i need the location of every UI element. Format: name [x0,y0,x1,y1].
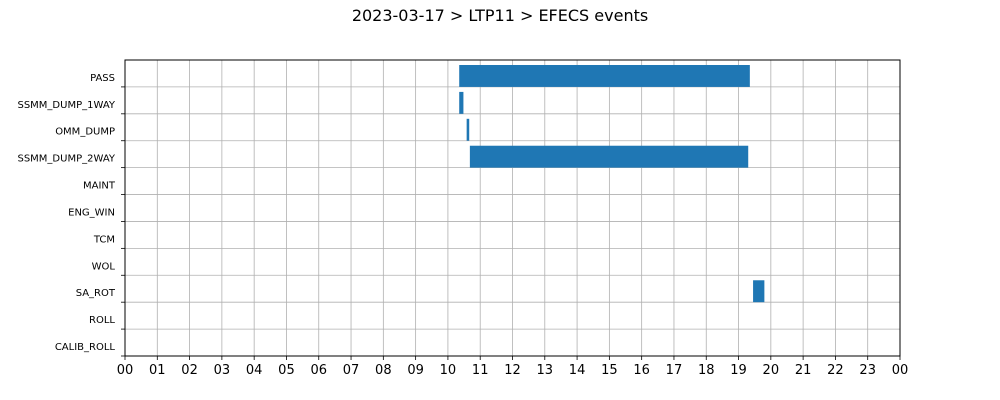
x-tick-label: 17 [666,363,683,378]
x-tick-label: 05 [278,363,295,378]
bar-omm-dump [466,118,470,141]
bar-pass [459,65,750,87]
y-tick-label: CALIB_ROLL [55,342,116,353]
x-tick-label: 07 [343,363,360,378]
bar-sa-rot [753,280,765,303]
x-tick-label: 00 [892,363,909,378]
y-tick-label: SA_ROT [76,288,116,299]
y-tick-label: WOL [92,261,116,272]
x-tick-label: 22 [827,363,844,378]
y-tick-label: OMM_DUMP [55,127,115,138]
x-tick-label: 11 [472,363,489,378]
x-tick-label: 00 [117,363,134,378]
x-tick-label: 02 [181,363,198,378]
x-tick-label: 15 [601,363,618,378]
y-tick-label: SSMM_DUMP_1WAY [17,100,115,111]
x-tick-label: 18 [698,363,715,378]
x-tick-label: 14 [569,363,586,378]
y-tick-label: MAINT [83,181,116,192]
y-tick-label: ENG_WIN [68,207,115,218]
y-tick-label: SSMM_DUMP_2WAY [17,154,115,165]
x-tick-label: 13 [537,363,554,378]
x-tick-label: 23 [859,363,876,378]
x-tick-label: 01 [149,363,166,378]
chart-title: 2023-03-17 > LTP11 > EFECS events [351,6,649,25]
x-tick-label: 10 [440,363,457,378]
y-tick-label: TCM [93,234,115,245]
x-tick-label: 19 [730,363,747,378]
bar-ssmm-dump-1way [459,91,464,114]
x-tick-label: 04 [246,363,263,378]
y-tick-label: ROLL [89,315,115,326]
x-tick-label: 06 [310,363,327,378]
bar-ssmm-dump-2way [469,145,749,168]
x-tick-label: 09 [407,363,424,378]
x-tick-label: 20 [763,363,780,378]
y-tick-label: PASS [90,73,115,84]
x-tick-label: 08 [375,363,392,378]
x-tick-label: 21 [795,363,812,378]
x-tick-label: 16 [633,363,650,378]
x-tick-label: 12 [504,363,521,378]
x-tick-label: 03 [214,363,231,378]
